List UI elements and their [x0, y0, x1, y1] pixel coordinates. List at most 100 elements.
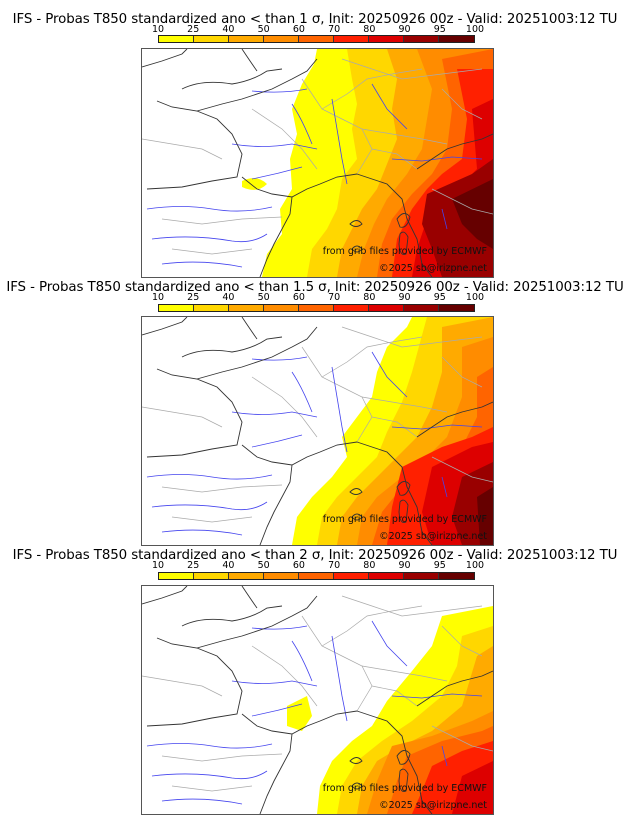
probability-map: from grib files provided by ECMWF ©2025 …	[141, 585, 494, 815]
colorbar-swatch	[263, 305, 299, 311]
panel-title: IFS - Probas T850 standardized ano < tha…	[12, 12, 618, 27]
forecast-panel-1-5sigma: IFS - Probas T850 standardized ano < tha…	[6, 280, 624, 546]
coastline	[398, 231, 409, 255]
coastline	[356, 710, 433, 814]
colorbar-tick: 70	[328, 560, 341, 571]
admin-border	[371, 685, 418, 707]
river	[391, 693, 483, 699]
admin-border	[301, 615, 373, 712]
river	[371, 83, 408, 130]
colorbar-swatch	[159, 305, 194, 311]
colorbar-ticks: 10 25 40 50 60 70 80 90 95 100	[152, 292, 484, 303]
admin-border	[431, 188, 493, 215]
colorbar-tick: 50	[257, 292, 270, 303]
colorbar-tick: 40	[222, 560, 235, 571]
colorbar-swatch	[368, 573, 404, 579]
admin-border	[431, 725, 493, 752]
colorbar-swatch	[368, 305, 404, 311]
admin-border	[251, 376, 318, 438]
coastline	[349, 220, 363, 227]
admin-border	[341, 595, 483, 617]
colorbar-tick: 50	[257, 560, 270, 571]
river	[291, 103, 313, 145]
admin-border	[431, 456, 493, 483]
river	[331, 366, 348, 453]
admin-border	[161, 484, 283, 493]
admin-border	[171, 516, 253, 523]
colorbar-swatch	[298, 305, 334, 311]
admin-border	[161, 216, 283, 225]
colorbar-swatch	[193, 573, 229, 579]
panel-title: IFS - Probas T850 standardized ano < tha…	[12, 548, 618, 563]
admin-border	[321, 605, 423, 647]
colorbar-swatch	[403, 36, 439, 42]
river	[146, 474, 273, 480]
river	[251, 88, 308, 93]
admin-border	[142, 675, 223, 697]
colorbar-tick: 60	[292, 560, 305, 571]
colorbar-tick: 50	[257, 24, 270, 35]
river	[146, 206, 273, 212]
colorbar-tick: 70	[328, 292, 341, 303]
colorbar-swatch	[368, 36, 404, 42]
colorbar-tick: 100	[465, 24, 485, 35]
river	[251, 434, 303, 448]
colorbar-tick: 95	[433, 24, 446, 35]
coastline	[241, 173, 358, 198]
colorbar-tick: 10	[151, 560, 165, 571]
colorbar-tick: 60	[292, 24, 305, 35]
coastline	[398, 499, 409, 523]
admin-border	[341, 58, 483, 80]
river	[291, 371, 313, 413]
river	[161, 798, 243, 805]
colorbar-tick: 70	[328, 24, 341, 35]
coastline	[241, 49, 258, 72]
coastline	[142, 49, 188, 68]
colorbar-swatch	[263, 573, 299, 579]
admin-border	[371, 148, 418, 170]
river	[251, 356, 308, 361]
river	[151, 233, 268, 243]
coastline	[349, 757, 363, 764]
colorbar-swatch	[333, 305, 369, 311]
admin-border	[251, 645, 318, 707]
colorbar-swatch	[438, 36, 474, 42]
admin-border	[441, 625, 483, 657]
coastline	[146, 637, 243, 727]
colorbar-tick: 80	[363, 24, 376, 35]
probability-colorbar	[158, 572, 475, 580]
colorbar-swatch	[228, 36, 264, 42]
colorbar-swatch	[159, 573, 194, 579]
river	[151, 770, 268, 780]
admin-border	[371, 416, 418, 438]
copyright-credit: ©2025 sb@irizpne.net	[379, 531, 487, 542]
coastline	[349, 488, 363, 495]
probability-area	[452, 761, 493, 814]
coastline	[196, 58, 318, 112]
colorbar-swatch	[333, 573, 369, 579]
map-canvas	[142, 317, 493, 545]
admin-border	[361, 128, 448, 145]
river	[291, 640, 313, 682]
colorbar-tick: 25	[187, 292, 200, 303]
coastline	[416, 670, 493, 707]
admin-border	[321, 336, 423, 378]
probability-map: from grib files provided by ECMWF ©2025 …	[141, 48, 494, 278]
coastline	[351, 782, 363, 790]
coastline	[396, 213, 411, 228]
coastline	[356, 441, 433, 545]
coastline	[241, 441, 358, 466]
colorbar-tick: 80	[363, 560, 376, 571]
colorbar-swatch	[159, 36, 194, 42]
colorbar-tick: 10	[151, 24, 165, 35]
river	[391, 156, 483, 162]
source-credit: from grib files provided by ECMWF	[322, 783, 487, 794]
coastline	[396, 750, 411, 765]
colorbar-ticks: 10 25 40 50 60 70 80 90 95 100	[152, 24, 484, 35]
colorbar-tick: 95	[433, 560, 446, 571]
river	[391, 424, 483, 430]
admin-border	[171, 248, 253, 255]
colorbar-swatch	[438, 305, 474, 311]
admin-border	[142, 406, 223, 428]
